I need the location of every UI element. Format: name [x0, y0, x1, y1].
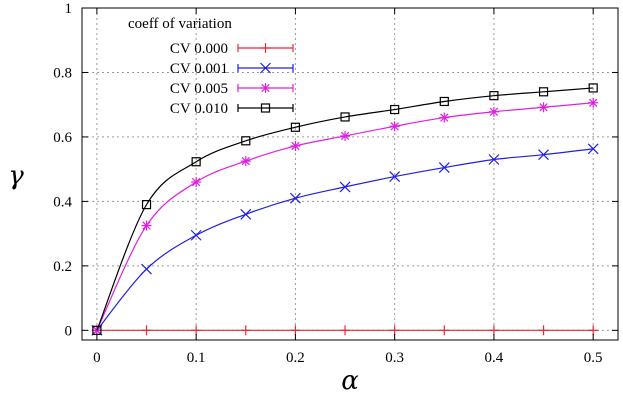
x-axis-label: α: [341, 366, 359, 396]
data-point: [191, 177, 202, 188]
data-point: [141, 325, 152, 336]
data-point: [389, 171, 401, 183]
series-line-3: [96, 102, 594, 331]
data-point: [141, 220, 152, 231]
legend-label: CV 0.010: [170, 101, 228, 117]
y-tick-label: 1: [65, 1, 73, 17]
y-tick-label: 0: [65, 323, 73, 339]
data-point: [439, 112, 450, 123]
data-point: [439, 96, 449, 107]
data-point: [439, 325, 450, 336]
data-point: [340, 325, 351, 336]
y-tick-label: 0.2: [53, 259, 72, 275]
data-point: [240, 156, 251, 167]
data-point: [289, 192, 301, 204]
y-tick-label: 0.8: [53, 65, 72, 81]
data-point: [240, 325, 251, 336]
data-point: [389, 121, 400, 132]
data-point: [241, 136, 251, 146]
data-point: [290, 140, 301, 151]
data-point: [538, 102, 549, 113]
data-point: [340, 130, 351, 141]
data-point: [339, 181, 351, 193]
legend-label: CV 0.000: [170, 41, 228, 57]
data-point: [290, 122, 301, 132]
data-point: [438, 162, 450, 173]
data-point: [538, 325, 549, 336]
data-point: [389, 325, 400, 336]
data-point: [340, 112, 350, 122]
x-tick-label: 0: [93, 350, 101, 366]
y-axis-label: γ: [8, 161, 24, 191]
data-point: [141, 263, 152, 275]
data-point: [488, 325, 499, 336]
x-tick-label: 0.4: [485, 350, 504, 366]
data-point: [588, 325, 599, 336]
data-point: [290, 325, 301, 336]
ticks-group: 0 0.1 0.2 0.3 0.4 0.5 0 0.2 0.4 0.6 0.8 1: [53, 1, 618, 366]
data-point: [488, 106, 499, 117]
data-point: [191, 325, 202, 336]
data-point: [240, 208, 252, 220]
legend-marker: [260, 103, 271, 113]
data-point: [538, 149, 549, 161]
data-point: [538, 87, 549, 97]
data-point: [191, 157, 201, 167]
legend-marker: [260, 62, 271, 74]
legend: coeff of variation CV 0.000 CV 0.001 CV 0.0…: [128, 16, 294, 117]
x-tick-label: 0.2: [286, 350, 305, 366]
x-tick-label: 0.5: [584, 350, 603, 366]
grid: [82, 7, 618, 340]
legend-title: coeff of variation: [128, 16, 232, 32]
x-tick-label: 0.3: [385, 350, 404, 366]
data-point: [588, 83, 598, 93]
data-point: [587, 143, 599, 155]
y-tick-label: 0.4: [53, 194, 72, 210]
data-point: [489, 91, 499, 101]
legend-marker: [260, 83, 271, 93]
legend-marker: [260, 43, 271, 53]
data-point: [588, 97, 599, 108]
legend-label: CV 0.005: [170, 81, 228, 97]
plot-frame: [81, 7, 619, 341]
series-line-4: [96, 87, 594, 331]
legend-label: CV 0.001: [170, 61, 228, 77]
data-point: [190, 229, 202, 241]
data-point: [141, 200, 152, 210]
data-point: [488, 154, 500, 165]
series-group: [91, 83, 599, 336]
y-tick-label: 0.6: [53, 130, 72, 146]
data-point: [390, 104, 400, 115]
x-tick-label: 0.1: [187, 350, 206, 366]
